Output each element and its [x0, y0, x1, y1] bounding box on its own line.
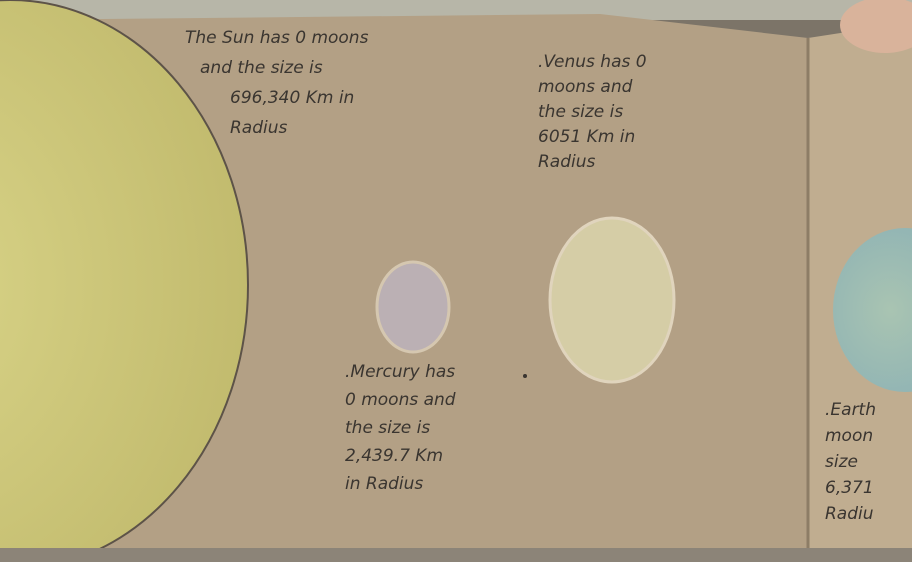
- handwritten-line: moon: [825, 426, 873, 446]
- handwritten-line: 696,340 Km in: [230, 88, 354, 108]
- handwritten-line: the size is: [345, 418, 430, 438]
- venus: [548, 216, 676, 384]
- handwritten-line: and the size is: [200, 58, 323, 78]
- window-strip: [0, 0, 912, 20]
- handwritten-line: Radius: [538, 152, 596, 172]
- handwritten-line: .Venus has 0: [538, 52, 647, 72]
- notes: The Sun has 0 moons and the size is 696,34…: [185, 28, 876, 524]
- earth: [833, 228, 912, 392]
- handwritten-line: .Mercury has: [345, 362, 455, 382]
- mercury: [375, 260, 451, 354]
- handwritten-line: 2,439.7 Km: [345, 446, 443, 466]
- handwritten-line: the size is: [538, 102, 623, 122]
- handwritten-line: 0 moons and: [345, 390, 456, 410]
- handwritten-line: 6,371: [825, 478, 874, 498]
- sun: [0, 0, 249, 562]
- handwritten-line: Radius: [230, 118, 288, 138]
- handwritten-line: The Sun has 0 moons: [185, 28, 369, 48]
- handwritten-line: Radiu: [825, 504, 874, 524]
- bottom-strip: [0, 548, 912, 562]
- handwritten-line: .Earth: [825, 400, 876, 420]
- dot: [523, 374, 527, 378]
- handwritten-line: in Radius: [345, 474, 423, 494]
- handwritten-line: size: [825, 452, 858, 472]
- handwritten-line: 6051 Km in: [538, 127, 635, 147]
- hand: [840, 0, 912, 53]
- handwritten-line: moons and: [538, 77, 633, 97]
